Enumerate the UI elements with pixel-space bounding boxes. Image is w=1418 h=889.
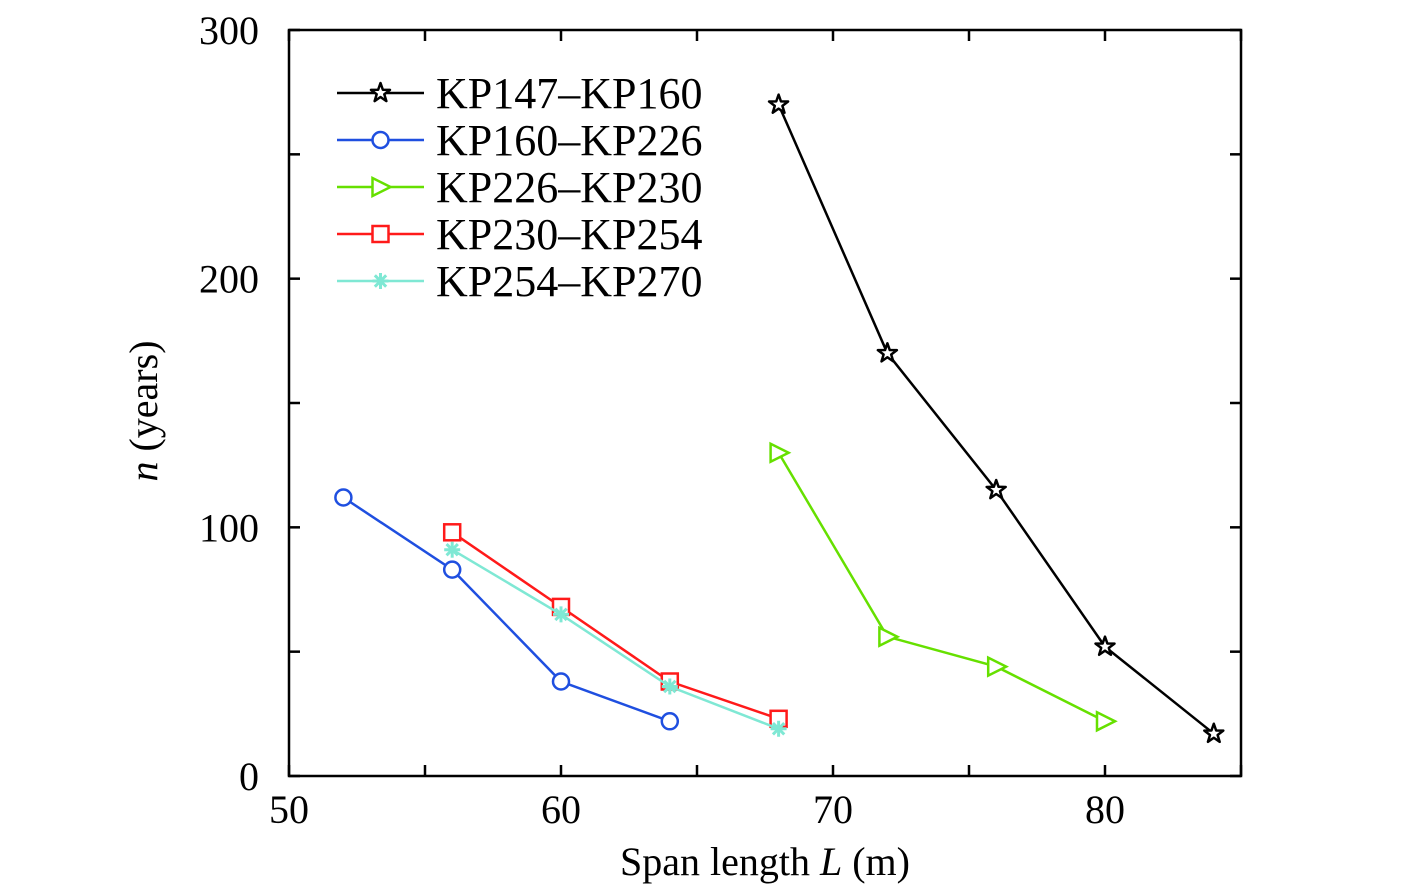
series-line xyxy=(451,548,780,730)
data-point xyxy=(551,672,571,691)
legend-label: KP160–KP226 xyxy=(436,116,703,165)
y-axis-title: n (years) xyxy=(121,340,166,481)
axes-layer: 50 60 70 80 0 100 200 300 xyxy=(199,8,1243,832)
series-3 xyxy=(442,523,788,729)
data-point xyxy=(876,342,899,363)
series-2 xyxy=(769,441,1118,733)
data-point xyxy=(986,655,1009,678)
y-tick-label: 300 xyxy=(199,8,259,53)
plot-frame xyxy=(287,28,1243,778)
legend-marker xyxy=(371,175,394,199)
data-point xyxy=(334,488,353,507)
x-tick-label: 50 xyxy=(269,787,309,832)
legend-entry: KP147–KP160 xyxy=(337,69,703,118)
legend-marker xyxy=(369,81,392,103)
y-tick-label: 0 xyxy=(239,754,259,799)
data-point xyxy=(1095,710,1118,733)
data-point xyxy=(770,720,787,737)
data-point xyxy=(660,712,680,731)
legend-marker xyxy=(372,273,389,289)
data-point xyxy=(769,441,792,464)
series-0 xyxy=(767,93,1225,744)
y-tick-label: 100 xyxy=(199,505,259,550)
data-point xyxy=(442,560,462,579)
legend-label: KP254–KP270 xyxy=(436,257,703,306)
series-4 xyxy=(444,541,787,737)
data-point xyxy=(661,678,678,695)
data-point xyxy=(878,625,901,648)
series-line xyxy=(777,452,1106,723)
legend-entry: KP226–KP230 xyxy=(337,163,703,212)
legend: KP147–KP160KP160–KP226KP226–KP230KP230–K… xyxy=(337,69,703,306)
series-line xyxy=(777,104,1215,735)
series-line xyxy=(342,496,671,723)
legend-label: KP226–KP230 xyxy=(436,163,703,212)
data-point xyxy=(444,541,461,558)
x-tick-label: 70 xyxy=(813,787,853,832)
data-point xyxy=(767,93,790,114)
legend-marker xyxy=(371,130,390,150)
series-layer xyxy=(334,93,1225,744)
legend-label: KP147–KP160 xyxy=(436,69,703,118)
y-tick-label: 200 xyxy=(199,257,259,302)
data-point xyxy=(985,478,1007,500)
legend-marker xyxy=(371,224,390,244)
legend-label: KP230–KP254 xyxy=(436,210,703,259)
series-1 xyxy=(334,488,680,731)
data-point xyxy=(553,606,569,623)
legend-entry: KP160–KP226 xyxy=(337,116,703,165)
x-axis-title: Span length L (m) xyxy=(620,839,910,884)
legend-entry: KP254–KP270 xyxy=(337,257,703,306)
series-line xyxy=(451,531,780,720)
data-point xyxy=(1094,635,1116,657)
data-point xyxy=(442,523,462,542)
x-tick-label: 80 xyxy=(1085,787,1125,832)
data-point xyxy=(1203,722,1225,744)
x-tick-label: 60 xyxy=(541,787,581,832)
legend-entry: KP230–KP254 xyxy=(337,210,703,259)
